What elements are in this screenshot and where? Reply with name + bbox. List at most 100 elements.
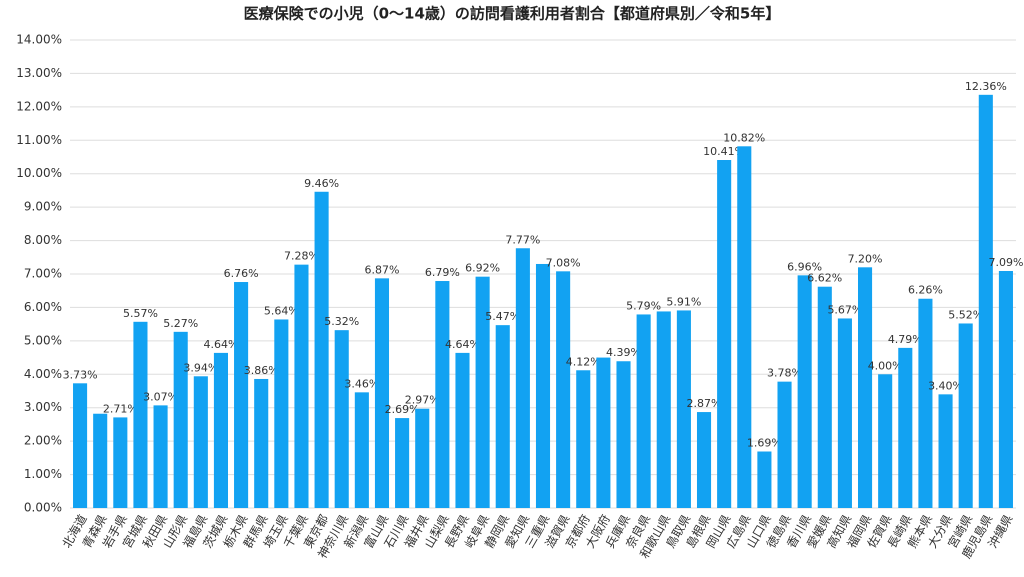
data-label: 3.07%	[143, 390, 178, 403]
data-label: 4.39%	[606, 346, 641, 359]
bar	[676, 310, 691, 508]
data-label: 6.26%	[908, 284, 943, 297]
data-label: 5.32%	[324, 315, 359, 328]
data-label: 3.94%	[183, 361, 218, 374]
bar	[334, 330, 349, 508]
data-label: 7.77%	[505, 233, 540, 246]
y-tick-label: 10.00%	[16, 166, 62, 180]
data-label: 12.36%	[965, 80, 1007, 93]
data-label: 6.87%	[365, 263, 400, 276]
bar	[113, 417, 128, 508]
bar	[918, 298, 933, 508]
data-label: 1.69%	[747, 437, 782, 450]
bar	[133, 321, 148, 508]
data-label: 6.76%	[224, 267, 259, 280]
y-tick-label: 0.00%	[24, 501, 62, 515]
y-tick-label: 9.00%	[24, 200, 62, 214]
bar	[616, 361, 631, 508]
data-label: 4.64%	[445, 338, 480, 351]
data-label: 10.82%	[723, 131, 765, 144]
bar	[857, 267, 873, 508]
bar	[797, 275, 812, 508]
bar	[415, 408, 430, 508]
data-label: 10.41%	[703, 145, 745, 158]
bar	[294, 264, 309, 508]
data-label: 7.20%	[848, 252, 883, 265]
y-tick-label: 11.00%	[16, 133, 62, 147]
data-label: 6.79%	[425, 266, 460, 279]
bar	[274, 319, 289, 508]
bar	[153, 405, 168, 508]
bar	[556, 271, 571, 508]
data-label: 5.67%	[827, 303, 862, 316]
data-label: 2.71%	[103, 402, 138, 415]
y-tick-label: 13.00%	[16, 66, 62, 80]
bar	[535, 263, 551, 508]
bar	[234, 282, 249, 508]
data-label: 3.86%	[244, 364, 279, 377]
bar	[374, 278, 390, 508]
bar	[898, 347, 913, 508]
bar	[576, 370, 591, 508]
data-label: 2.69%	[385, 403, 420, 416]
data-label: 5.91%	[666, 295, 701, 308]
bar	[314, 191, 329, 508]
bar	[656, 311, 671, 508]
data-label: 5.57%	[123, 307, 158, 320]
y-tick-label: 8.00%	[24, 233, 62, 247]
data-label: 4.79%	[888, 333, 923, 346]
bar	[213, 352, 229, 508]
y-tick-label: 6.00%	[24, 300, 62, 314]
bar	[173, 331, 188, 508]
bar	[777, 381, 792, 508]
data-label: 7.09%	[988, 256, 1023, 269]
data-label: 2.97%	[405, 394, 440, 407]
y-tick-label: 14.00%	[16, 33, 62, 47]
data-label: 9.46%	[304, 177, 339, 190]
bar	[395, 418, 410, 508]
bar	[837, 318, 852, 508]
data-label: 4.00%	[868, 359, 903, 372]
y-tick-label: 4.00%	[24, 367, 62, 381]
data-label: 7.28%	[284, 250, 319, 263]
bar	[757, 451, 772, 508]
bar	[193, 376, 208, 508]
y-tick-label: 12.00%	[16, 99, 62, 113]
data-label: 5.52%	[948, 308, 983, 321]
y-tick-label: 5.00%	[24, 333, 62, 347]
bar	[636, 314, 651, 508]
bar	[596, 357, 611, 508]
chart-title: 医療保険での小児（0～14歳）の訪問看護利用者割合【都道府県別／令和5年】	[244, 5, 781, 23]
data-label: 5.47%	[485, 310, 520, 323]
bar	[354, 392, 369, 508]
bar	[696, 412, 712, 508]
data-label: 7.08%	[546, 256, 581, 269]
bar	[878, 374, 893, 508]
bar	[817, 286, 832, 508]
bar	[515, 248, 530, 508]
y-tick-label: 3.00%	[24, 400, 62, 414]
data-label: 3.40%	[928, 379, 963, 392]
data-label: 3.78%	[767, 367, 802, 380]
bar	[73, 383, 88, 508]
data-label: 3.46%	[344, 377, 379, 390]
data-label: 6.62%	[807, 272, 842, 285]
data-label: 5.27%	[163, 317, 198, 330]
data-label: 4.64%	[203, 338, 238, 351]
data-label: 4.12%	[566, 355, 601, 368]
bar	[938, 394, 953, 508]
y-tick-label: 7.00%	[24, 267, 62, 281]
bar	[998, 270, 1013, 508]
data-label: 2.87%	[687, 397, 722, 410]
bar	[495, 325, 510, 508]
data-label: 6.96%	[787, 260, 822, 273]
data-label: 5.79%	[626, 299, 661, 312]
y-tick-label: 1.00%	[24, 467, 62, 481]
bar	[717, 160, 732, 508]
data-label: 5.64%	[264, 304, 299, 317]
bar	[958, 323, 973, 508]
bar	[254, 378, 269, 508]
bar	[475, 276, 490, 508]
y-tick-label: 2.00%	[24, 434, 62, 448]
